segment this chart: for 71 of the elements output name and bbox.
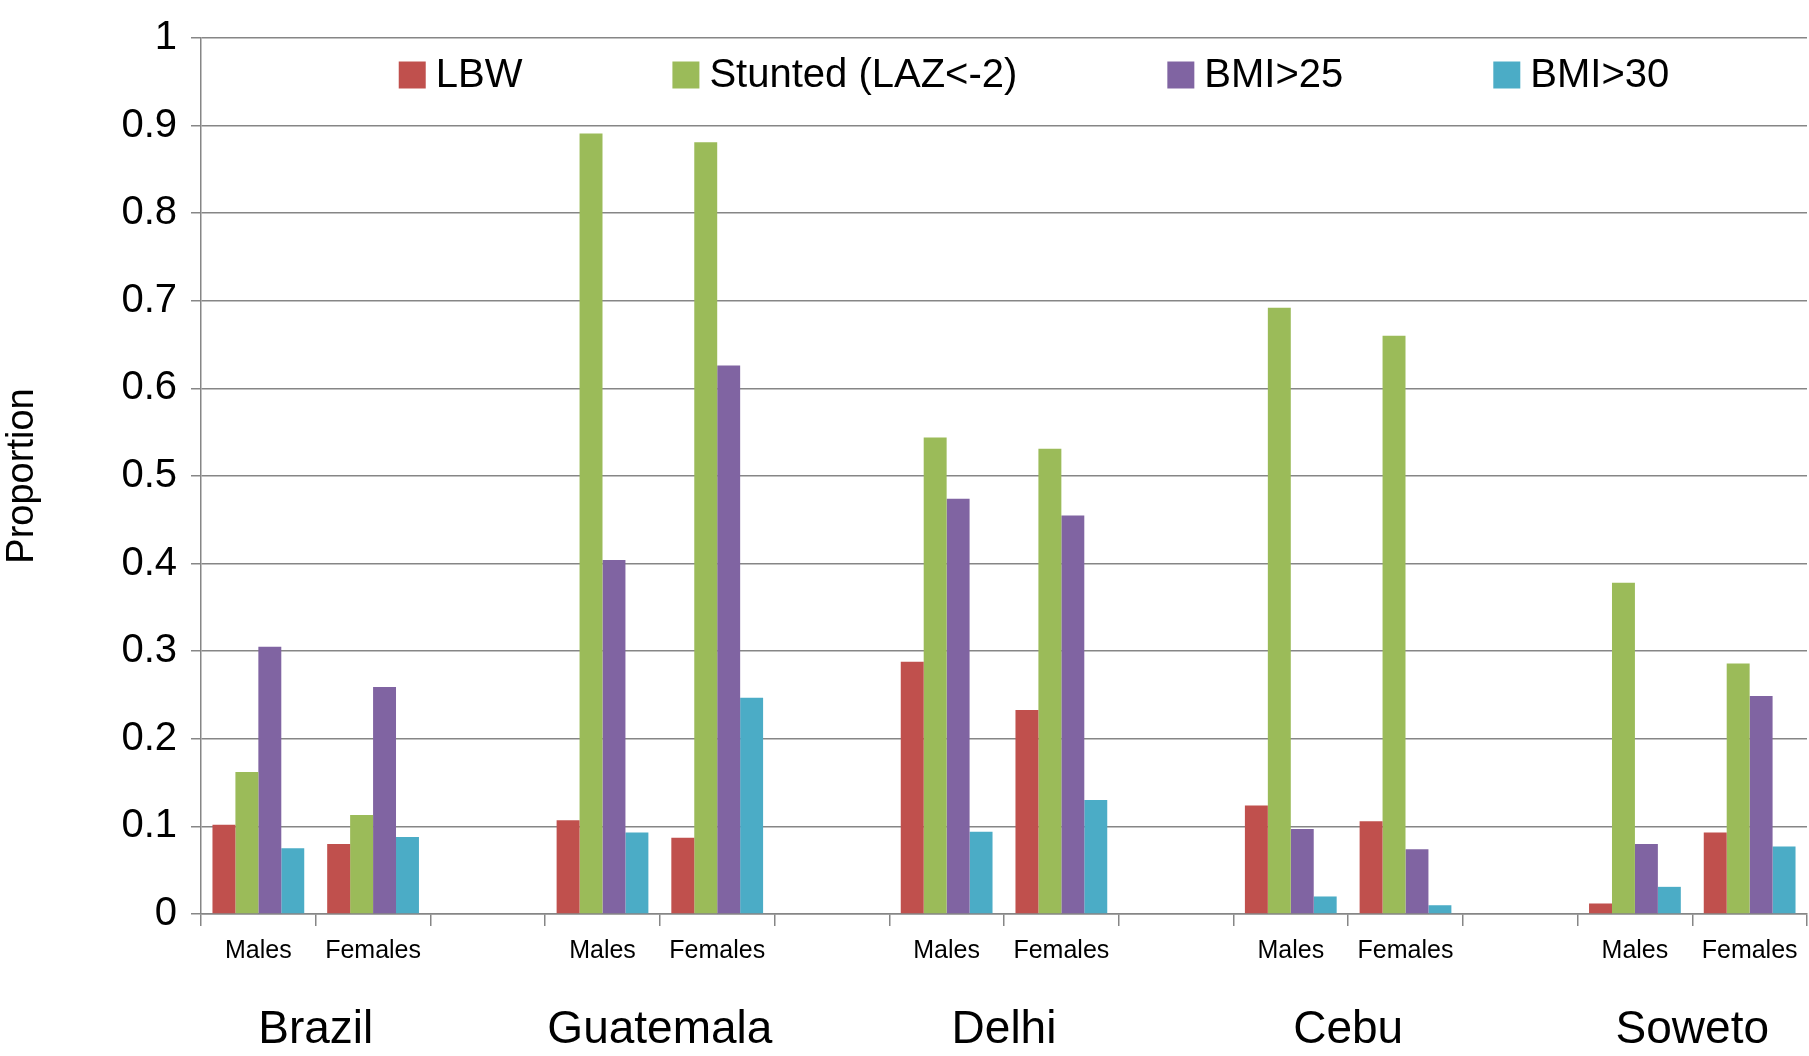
x-tick-label: Females — [325, 934, 422, 963]
x-tick-label: Females — [1357, 934, 1454, 963]
bar — [327, 843, 351, 914]
bar — [1726, 663, 1750, 914]
text: Cebu — [1293, 1000, 1404, 1053]
bar — [1290, 829, 1314, 914]
bar — [1313, 896, 1337, 914]
bar — [1084, 800, 1108, 914]
bar — [969, 831, 993, 914]
bar — [740, 697, 764, 914]
bar — [1015, 709, 1039, 914]
bar — [1589, 903, 1612, 914]
bar — [1657, 886, 1681, 914]
bar — [212, 824, 236, 914]
legend-label: LBW — [435, 51, 523, 96]
text: Guatemala — [547, 1000, 773, 1053]
text: Brazil — [258, 1000, 374, 1053]
y-axis-title: Proportion — [0, 388, 42, 564]
text: Soweto — [1615, 1000, 1769, 1053]
bar — [946, 498, 970, 914]
y-tick-label: 0.6 — [121, 363, 177, 408]
y-tick-label: 0.8 — [121, 188, 177, 233]
y-tick-label: 0.5 — [121, 451, 177, 496]
bar — [1382, 335, 1406, 914]
y-tick-label: 0.1 — [121, 801, 177, 846]
x-tick-label: Males — [1601, 934, 1669, 963]
bar — [1405, 849, 1429, 914]
x-tick-label: Males — [225, 934, 292, 963]
y-tick-label: 0.7 — [121, 275, 177, 320]
bar — [1634, 843, 1658, 914]
bar — [579, 133, 603, 914]
bar — [1267, 307, 1291, 914]
bar — [350, 815, 374, 914]
bar — [235, 772, 259, 914]
y-tick-label: 0.2 — [121, 713, 177, 758]
bar — [1611, 582, 1635, 914]
y-tick-label: 0.4 — [121, 538, 177, 583]
bar — [625, 832, 649, 914]
y-tick-label: 0.9 — [121, 100, 177, 145]
y-tick-label: 0.3 — [121, 626, 177, 671]
y-tick-label: 0 — [154, 889, 177, 934]
bar — [1359, 821, 1383, 914]
x-tick-label: Females — [1013, 934, 1110, 963]
bar — [1061, 515, 1085, 914]
bar — [373, 687, 397, 914]
text: Delhi — [951, 1000, 1057, 1053]
bar — [923, 437, 947, 914]
legend-label: BMI>25 — [1204, 51, 1344, 96]
bar — [1749, 695, 1773, 914]
bar — [1038, 448, 1062, 914]
bar — [1703, 832, 1727, 914]
bar — [602, 560, 626, 914]
legend-label: BMI>30 — [1530, 51, 1670, 96]
bar — [258, 646, 282, 914]
x-tick-label: Males — [913, 934, 980, 963]
y-tick-label: 1 — [154, 13, 177, 58]
x-tick-label: Females — [669, 934, 766, 963]
x-tick-label: Females — [1701, 934, 1798, 963]
bar — [281, 848, 305, 914]
x-tick-label: Males — [569, 934, 636, 963]
bar — [396, 836, 419, 914]
bar — [1244, 805, 1268, 914]
bar — [900, 661, 924, 914]
bar — [1428, 905, 1452, 914]
x-tick-label: Males — [1257, 934, 1325, 963]
legend-label: Stunted (LAZ<-2) — [709, 51, 1018, 96]
bar — [717, 365, 741, 914]
bar — [671, 837, 695, 914]
bar — [556, 820, 580, 914]
bar — [1772, 846, 1796, 914]
bar — [694, 142, 718, 914]
